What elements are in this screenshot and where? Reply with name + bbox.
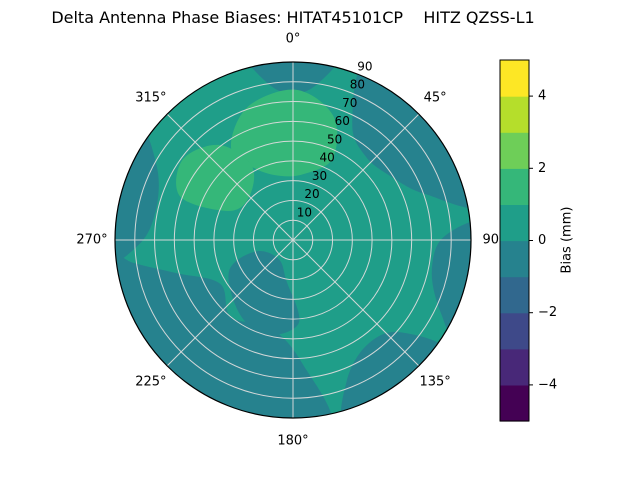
radial-tick-label: 70: [342, 96, 357, 110]
colorbar-band: [500, 348, 529, 386]
polar-grid: [115, 62, 471, 418]
angular-tick-label: 225°: [135, 375, 166, 390]
angular-tick-label: 315°: [135, 90, 166, 105]
grid-spoke: [292, 239, 420, 367]
contour-region-center-blob: [228, 251, 300, 336]
colorbar-band: [500, 204, 529, 242]
grid-spoke: [166, 113, 294, 241]
angular-tick-label: 180°: [277, 434, 308, 449]
contour-region-left-rim: [115, 126, 159, 266]
colorbar-band: [500, 96, 529, 133]
radial-tick-label: 60: [335, 114, 350, 128]
grid-spoke: [292, 113, 420, 241]
colorbar-tick-label: 4: [538, 89, 546, 104]
colorbar-band: [500, 240, 529, 278]
colorbar-band: [500, 60, 529, 97]
colorbar-tick-label: 2: [538, 161, 546, 176]
radial-tick-label: 90: [357, 59, 372, 73]
radial-tick-label: 30: [312, 169, 327, 183]
chart-title: Delta Antenna Phase Biases: HITAT45101CP…: [51, 8, 535, 27]
radial-tick-label: 80: [350, 78, 365, 92]
radial-tick-label: 50: [327, 132, 342, 146]
colorbar-tick-label: −2: [538, 305, 557, 320]
colorbar-tick-label: −4: [538, 377, 557, 392]
colorbar-tick-label: 0: [538, 233, 546, 248]
colorbar-band: [500, 312, 529, 350]
angular-tick-label: 0°: [286, 32, 301, 47]
contour-region-upper-right: [352, 62, 471, 209]
contour-region-upper-left-high: [176, 144, 255, 212]
colorbar-band: [500, 384, 529, 422]
colorbar-band: [500, 276, 529, 314]
radial-tick-label: 40: [319, 151, 334, 165]
angular-tick-label: 45°: [424, 90, 447, 105]
radial-tick-label: 20: [304, 187, 319, 201]
contour-region-right-rim: [431, 220, 471, 341]
polar-outline: [114, 61, 472, 419]
radial-tick-label: 10: [297, 205, 312, 219]
colorbar-band: [500, 132, 529, 169]
colorbar-axis-label: Bias (mm): [560, 207, 575, 274]
contour-region-top-center-high: [230, 89, 338, 177]
colorbar-band: [500, 168, 529, 205]
grid-spoke: [166, 239, 294, 367]
angular-tick-label: 270°: [76, 233, 107, 248]
angular-tick-label: 135°: [419, 375, 450, 390]
